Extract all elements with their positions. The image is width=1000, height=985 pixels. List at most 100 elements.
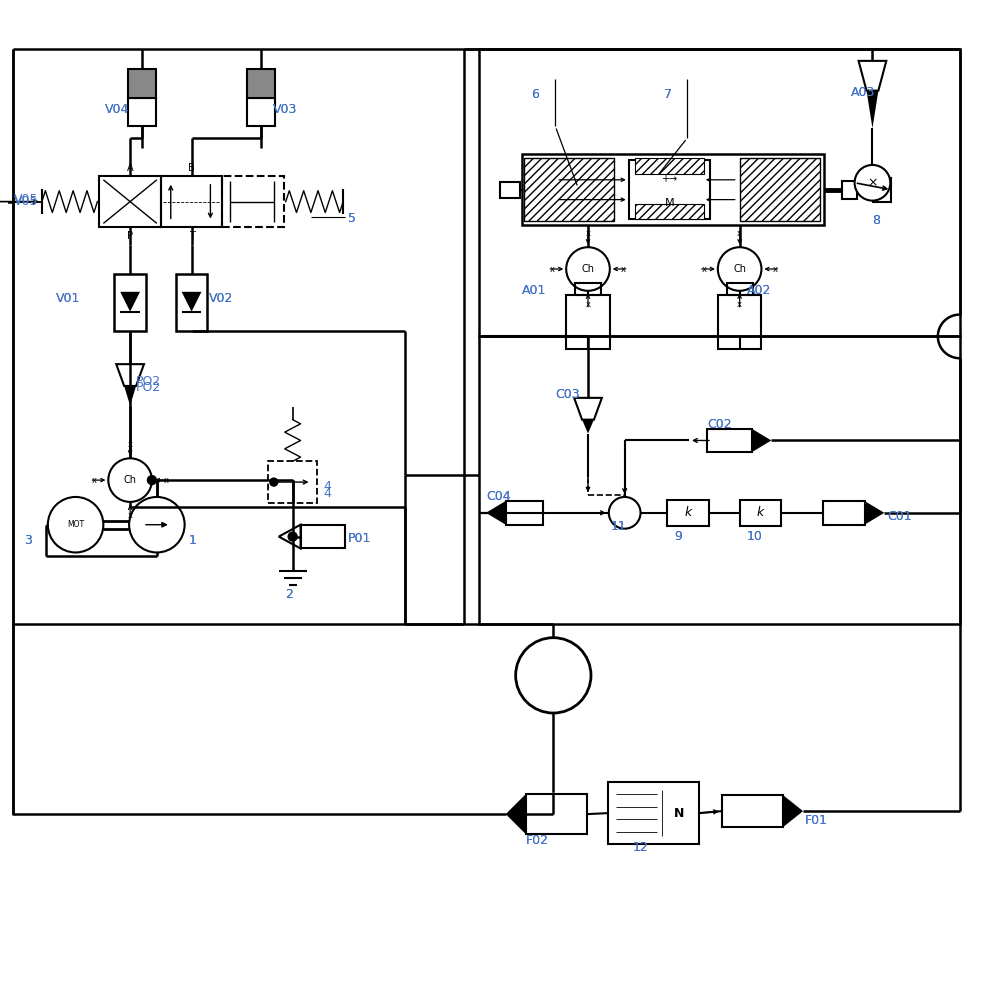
Text: V01: V01 xyxy=(56,292,80,304)
Polygon shape xyxy=(486,501,506,525)
Bar xyxy=(635,204,704,220)
Bar xyxy=(128,98,156,126)
Text: V02: V02 xyxy=(209,292,234,304)
Text: 3: 3 xyxy=(24,534,32,547)
Circle shape xyxy=(270,478,278,486)
Bar xyxy=(526,794,587,834)
Text: C04: C04 xyxy=(486,490,511,503)
Text: B: B xyxy=(188,163,195,173)
Text: Ch: Ch xyxy=(733,264,746,274)
Text: 5: 5 xyxy=(348,213,356,226)
Text: A02: A02 xyxy=(747,284,771,296)
Text: A: A xyxy=(127,163,133,173)
Bar xyxy=(506,501,543,525)
Text: A03: A03 xyxy=(851,86,875,98)
Text: 12: 12 xyxy=(633,841,648,854)
Bar xyxy=(301,525,345,549)
Bar xyxy=(608,782,699,844)
Text: C02: C02 xyxy=(707,418,732,430)
Bar xyxy=(479,49,960,337)
Text: 2: 2 xyxy=(285,588,293,601)
Text: V04: V04 xyxy=(105,103,130,116)
Text: 8: 8 xyxy=(872,215,880,228)
Text: x: x xyxy=(773,265,778,274)
Bar xyxy=(500,182,520,198)
Circle shape xyxy=(855,164,890,201)
Bar xyxy=(727,283,753,295)
Polygon shape xyxy=(866,91,878,128)
Text: C01: C01 xyxy=(887,509,912,523)
Bar xyxy=(667,500,709,526)
Text: x: x xyxy=(128,511,133,520)
Circle shape xyxy=(48,497,103,553)
Bar xyxy=(114,274,146,331)
Text: A02: A02 xyxy=(747,284,771,296)
Text: 5: 5 xyxy=(348,213,356,226)
Bar xyxy=(128,69,156,98)
Text: C02: C02 xyxy=(707,418,732,430)
Bar xyxy=(707,428,752,452)
Text: 9: 9 xyxy=(674,530,682,543)
Circle shape xyxy=(129,497,185,553)
Text: F02: F02 xyxy=(526,834,549,847)
Text: 11: 11 xyxy=(611,520,627,533)
Polygon shape xyxy=(752,428,771,452)
Bar xyxy=(575,283,601,295)
Text: x: x xyxy=(585,229,590,237)
Polygon shape xyxy=(783,795,803,827)
Circle shape xyxy=(718,247,761,291)
Text: M: M xyxy=(664,198,674,208)
Circle shape xyxy=(147,476,156,485)
Text: 9: 9 xyxy=(674,530,682,543)
Text: 7: 7 xyxy=(664,88,672,100)
Text: A01: A01 xyxy=(522,284,546,296)
Circle shape xyxy=(516,637,591,713)
Text: 1: 1 xyxy=(189,534,196,547)
Bar xyxy=(873,178,891,202)
Text: PO2: PO2 xyxy=(136,375,161,388)
Circle shape xyxy=(566,247,610,291)
Text: C03: C03 xyxy=(555,388,580,401)
Bar xyxy=(635,159,704,174)
Text: +→: +→ xyxy=(661,174,677,184)
Bar xyxy=(247,98,275,126)
Text: P01: P01 xyxy=(348,532,372,545)
Text: P: P xyxy=(127,231,133,241)
Text: T: T xyxy=(189,231,194,241)
Text: Ch: Ch xyxy=(581,264,594,274)
Circle shape xyxy=(108,458,152,502)
Bar xyxy=(99,176,161,228)
Text: 4: 4 xyxy=(323,487,331,500)
Bar xyxy=(524,158,614,222)
Text: A01: A01 xyxy=(522,284,546,296)
Text: C04: C04 xyxy=(486,490,511,503)
Polygon shape xyxy=(120,292,140,311)
Bar xyxy=(823,501,865,525)
Text: ×: × xyxy=(867,176,878,189)
Bar xyxy=(722,795,783,827)
Text: V01: V01 xyxy=(56,292,80,304)
Bar xyxy=(740,158,820,222)
Text: V05: V05 xyxy=(14,195,39,208)
Text: 12: 12 xyxy=(633,841,648,854)
Text: x: x xyxy=(163,476,168,485)
Text: x: x xyxy=(737,229,742,237)
Text: x: x xyxy=(585,300,590,309)
Text: 10: 10 xyxy=(747,530,762,543)
Text: x: x xyxy=(701,265,706,274)
Bar xyxy=(247,69,275,98)
Text: F02: F02 xyxy=(526,834,549,847)
Polygon shape xyxy=(182,292,201,311)
Text: 6: 6 xyxy=(532,88,539,100)
Text: C03: C03 xyxy=(555,388,580,401)
Text: PO2: PO2 xyxy=(136,381,161,394)
Text: V04: V04 xyxy=(105,103,130,116)
Text: 3: 3 xyxy=(24,534,32,547)
Text: 7: 7 xyxy=(664,88,672,100)
Polygon shape xyxy=(865,501,884,525)
Text: 2: 2 xyxy=(285,588,293,601)
Bar xyxy=(222,176,284,228)
Bar xyxy=(842,181,857,199)
Circle shape xyxy=(609,497,641,529)
Bar xyxy=(629,160,710,220)
